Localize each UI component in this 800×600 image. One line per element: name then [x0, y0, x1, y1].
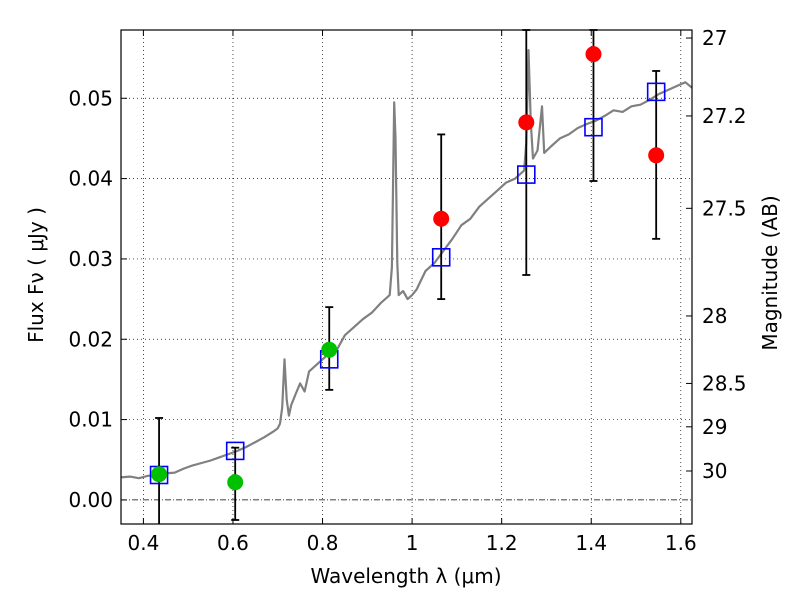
green-data-point: [227, 474, 244, 491]
spectrum-series: [120, 49, 693, 480]
y2-tick-label: 27.2: [702, 104, 747, 128]
green-data-point: [151, 466, 168, 483]
x-tick-label: 0.4: [127, 531, 159, 555]
y2-tick-label: 30: [702, 459, 727, 483]
spectrum-line: [120, 49, 693, 480]
red-data-point: [518, 114, 535, 131]
y-tick-label: 0.01: [68, 408, 113, 432]
plot-frame: [120, 29, 693, 525]
x-tick-label: 1: [406, 531, 419, 555]
model-square-point: [431, 248, 451, 267]
model-square-point: [584, 117, 603, 137]
y-tick-label: 0.00: [68, 488, 113, 512]
y2-tick-label: 28.5: [702, 371, 747, 395]
y2-tick-label: 27: [702, 26, 727, 50]
red-data-point: [433, 210, 450, 227]
y-axis-ticks: 0.00 0.01 0.02 0.03 0.04 0.05: [68, 86, 127, 512]
red-data-point: [585, 46, 602, 63]
model-square-point: [646, 82, 666, 102]
x-tick-label: 1.6: [665, 531, 697, 555]
y-tick-label: 0.03: [68, 247, 113, 271]
red-data-point: [648, 147, 665, 164]
x-tick-label: 1.2: [486, 531, 518, 555]
model-square-point: [225, 441, 245, 461]
y2-tick-label: 28: [702, 304, 727, 328]
x-axis-title: Wavelength λ (μm): [310, 564, 501, 588]
y2-axis-title: Magnitude (AB): [758, 195, 782, 350]
y2-tick-label: 29: [702, 415, 727, 439]
x-axis-ticks: 0.4 0.6 0.8 1 1.2 1.4 1.6: [127, 30, 697, 555]
y2-axis-ticks: 27 27.2 27.5 28 28.5 29 30: [686, 26, 747, 483]
grid-lines: [121, 30, 692, 524]
model-square-point: [516, 165, 536, 184]
green-data-point: [321, 341, 338, 358]
x-tick-label: 0.8: [307, 531, 339, 555]
y2-tick-label: 27.5: [702, 196, 747, 220]
model-square-series: [149, 82, 666, 485]
x-tick-label: 0.6: [217, 531, 249, 555]
errorbar-series: [155, 29, 661, 524]
y-tick-label: 0.05: [68, 86, 113, 110]
y-axis-title: Flux Fν ( μJy ): [24, 207, 48, 343]
y-tick-label: 0.04: [68, 167, 113, 191]
y-tick-label: 0.02: [68, 327, 113, 351]
x-tick-label: 1.4: [575, 531, 607, 555]
measured-dot-series: [151, 46, 665, 491]
